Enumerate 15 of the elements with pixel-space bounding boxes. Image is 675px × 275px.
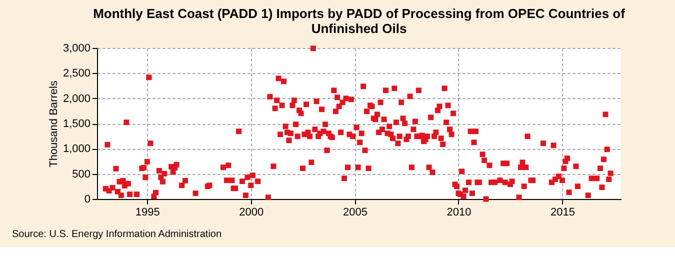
y-tick-label: 3,000 [62, 42, 90, 54]
x-tick-label: 2005 [342, 206, 368, 218]
y-tick-label: 500 [72, 168, 90, 180]
y-tick-label: 0 [84, 194, 90, 206]
x-tick-label: 2010 [446, 206, 472, 218]
y-tick-label: 2,000 [62, 92, 90, 105]
y-axis-title: Thousand Barrels [48, 80, 60, 168]
y-tick-label: 2,500 [62, 68, 90, 80]
x-tick-label: 2015 [550, 206, 575, 218]
x-tick-label: 2000 [239, 206, 264, 218]
y-tick-label: 1,000 [62, 143, 90, 156]
y-tick-label: 1,500 [62, 118, 90, 130]
chart-title: Monthly East Coast (PADD 1) Imports by PADD of Processing from OPEC Countries of Unfinished Oils [93, 6, 626, 36]
source-note: Source: U.S. Energy Information Administration [12, 229, 222, 240]
x-tick-label: 1995 [135, 206, 160, 218]
